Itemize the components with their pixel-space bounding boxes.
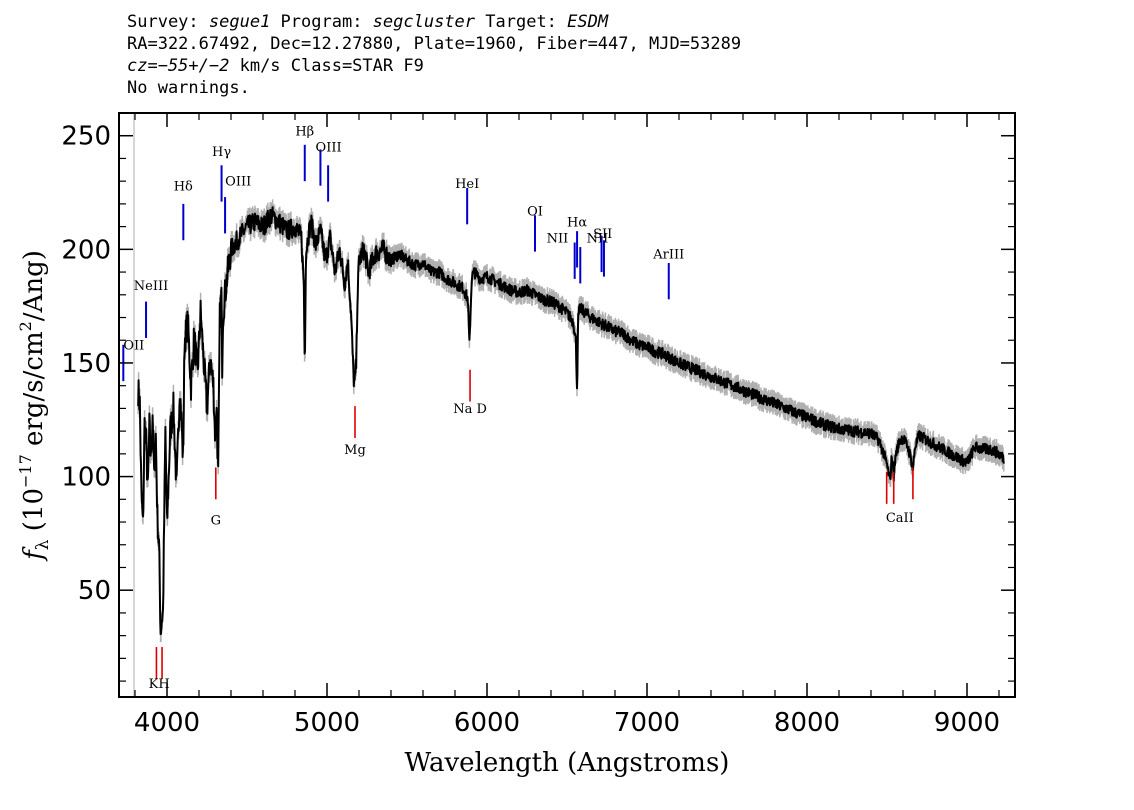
target-value: ESDM: [567, 12, 609, 32]
program-value: segcluster: [372, 12, 476, 32]
redshift-value: cz=−55+/−2: [127, 56, 230, 76]
y-tick-label: 250: [61, 122, 111, 152]
spectral-line-label: G: [211, 513, 221, 528]
spectral-line-label: ArIII: [652, 247, 684, 262]
y-tick-label: 50: [78, 576, 111, 606]
x-axis-title: Wavelength (Angstroms): [405, 748, 730, 778]
x-tick-label: 7000: [614, 708, 680, 738]
spectral-line-label: OIII: [316, 141, 342, 156]
spectral-line-label: KH: [149, 677, 170, 692]
spectral-line-label: Hδ: [174, 179, 193, 194]
spectral-line-label: Mg: [344, 443, 366, 458]
target-label: Target:: [475, 12, 568, 32]
spectral-lines-layer: OIINeIIIHδHγOIIIHβOIIIHeIOINIIHαNIISIIAr…: [122, 125, 914, 692]
spectrum-flux-line: [137, 206, 1005, 636]
y-tick-label: 150: [61, 349, 111, 379]
spectral-line-label: NII: [547, 232, 569, 247]
spectral-line-label: OIII: [225, 175, 251, 190]
survey-label: Survey:: [127, 12, 209, 32]
x-tick-label: 5000: [294, 708, 360, 738]
spectrum-error-band: [137, 199, 1005, 643]
spectral-line-label: NII: [587, 232, 609, 247]
header-line-4: No warnings.: [127, 78, 250, 98]
survey-value: segue1: [208, 12, 271, 32]
spectral-line-label: NeIII: [134, 279, 168, 294]
y-axis-title: fλ (10−17 erg/s/cm2/Ang): [16, 250, 53, 562]
header-info: Survey: segue1 Program: segcluster Targe…: [127, 11, 741, 99]
spectral-line-label: Hα: [567, 216, 587, 231]
x-tick-label: 6000: [454, 708, 520, 738]
spectral-line-label: CaII: [886, 511, 914, 526]
program-label: Program:: [270, 12, 373, 32]
x-tick-label: 8000: [774, 708, 840, 738]
y-tick-label: 200: [61, 235, 111, 265]
class-text: km/s Class=STAR F9: [229, 56, 424, 76]
x-tick-label: 4000: [134, 708, 200, 738]
spectral-line-label: Hβ: [295, 125, 314, 140]
spectral-line-label: HeI: [455, 177, 479, 192]
spectral-line-label: OI: [527, 204, 543, 219]
plot-frame: [118, 112, 1016, 698]
spectral-line-label: SII: [593, 227, 612, 242]
axes-layer: 4000 5000 6000 7000 8000 9000 50 100 150 200 250: [61, 112, 1015, 738]
spectral-line-label: Hγ: [212, 145, 231, 160]
y-tick-label: 100: [61, 463, 111, 493]
x-tick-label: 9000: [934, 708, 1000, 738]
header-line-2: RA=322.67492, Dec=12.27880, Plate=1960, …: [127, 34, 742, 54]
header-line-3: cz=−55+/−2 km/s Class=STAR F9: [127, 55, 741, 77]
spectral-line-label: OII: [123, 338, 144, 353]
header-line-1: Survey: segue1 Program: segcluster Targe…: [127, 11, 741, 33]
spectral-line-label: Na D: [453, 402, 487, 417]
spectrum-layer: [133, 113, 1005, 697]
